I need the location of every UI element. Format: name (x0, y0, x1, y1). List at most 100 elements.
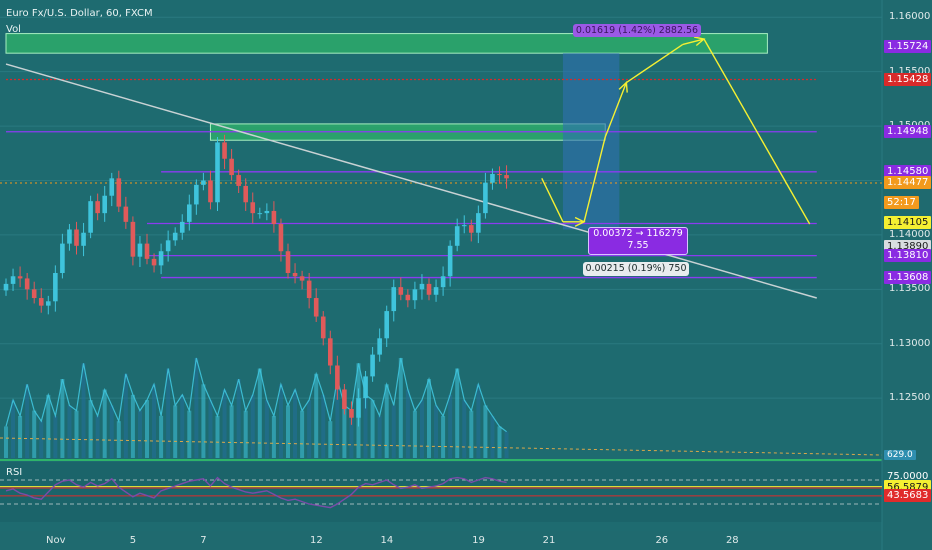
candle-body (236, 175, 241, 186)
price-tick-label: 1.15500 (889, 65, 931, 77)
candle-body (3, 283, 9, 291)
price-axis-tag: 1.14477 (884, 176, 932, 189)
volume-indicator-label[interactable]: Vol (6, 24, 21, 35)
projection-leg (626, 43, 684, 84)
volume-bar (469, 410, 474, 458)
volume-bar (278, 384, 283, 458)
volume-bar (497, 426, 502, 458)
volume-bar (194, 358, 199, 458)
candle-body (158, 251, 164, 266)
candle-body (292, 273, 298, 277)
volume-bar (363, 394, 368, 458)
volume-bar (271, 415, 276, 458)
projection-leg (604, 82, 628, 138)
volume-axis-tag: 629.0 (884, 450, 916, 460)
candle-body (130, 221, 136, 257)
candle-body (243, 185, 248, 203)
time-tick-label: 28 (725, 535, 739, 546)
volume-bar (427, 379, 431, 458)
price-axis-tag: 1.13810 (884, 248, 932, 262)
volume-bar (405, 389, 410, 458)
candle-body (172, 232, 178, 241)
volume-bar (307, 400, 312, 458)
measure-label-low[interactable]: 0.00215 (0.19%) 750 (583, 262, 689, 276)
volume-bar (74, 410, 79, 458)
projection-leg (682, 38, 705, 46)
volume-bar (152, 384, 157, 458)
candle-body (102, 195, 107, 214)
time-axis-band (0, 531, 882, 550)
volume-bar (286, 405, 290, 458)
volume-bar (476, 384, 481, 458)
candle-body (194, 184, 199, 205)
volume-bar (46, 394, 51, 458)
rsi-axis-tag: 43.5683 (884, 488, 932, 502)
candle-body (419, 283, 425, 290)
volume-bar (455, 368, 460, 458)
candle-body (384, 311, 389, 339)
time-tick-label: 7 (200, 535, 207, 546)
price-axis-tag: 52:17 (884, 196, 919, 210)
candle-body (426, 283, 432, 295)
candle-body (313, 298, 319, 317)
price-axis-tag: 1.13608 (884, 270, 932, 284)
candle-body (165, 240, 171, 252)
candle-body (377, 338, 382, 355)
volume-bar (250, 394, 255, 458)
measure-mid-line2: 7.55 (627, 240, 649, 251)
candle-body (123, 206, 129, 222)
candle-body (356, 398, 361, 418)
volume-bar (201, 384, 206, 458)
rsi-indicator-label[interactable]: RSI (6, 467, 23, 478)
volume-bar (109, 405, 114, 458)
candle-body (504, 175, 509, 179)
candle-body (483, 182, 488, 214)
volume-bar (419, 400, 424, 458)
time-tick-label: Nov (46, 535, 66, 546)
volume-bar (441, 415, 446, 458)
projection-leg (583, 136, 606, 223)
price-tick-label: 1.16000 (889, 11, 931, 23)
volume-bar (321, 394, 326, 458)
volume-bar (18, 415, 23, 458)
candle-body (370, 354, 375, 377)
candle-body (257, 213, 263, 215)
pane-divider (0, 459, 882, 461)
volume-bar (314, 373, 319, 458)
volume-bar (166, 368, 171, 458)
volume-bar (483, 405, 488, 458)
time-tick-label: 19 (472, 535, 485, 546)
candle-body (497, 173, 502, 176)
volume-bar (25, 384, 30, 458)
volume-bar (257, 368, 262, 458)
volume-bar (4, 426, 8, 458)
price-axis-tag: 1.14105 (884, 216, 932, 230)
measure-label-top[interactable]: 0.01619 (1.42%) 2882.56 (573, 24, 701, 37)
price-tick-label: 1.13000 (889, 337, 931, 349)
time-tick-label: 12 (310, 535, 323, 546)
volume-bar (145, 400, 149, 458)
volume-bar (384, 384, 389, 458)
candle-body (391, 287, 397, 312)
candle-body (299, 276, 305, 281)
candle-body (447, 245, 453, 277)
time-tick-label: 21 (542, 535, 556, 546)
measure-label-mid[interactable]: 0.00372 → 116279 7.55 (588, 227, 688, 255)
volume-bar (180, 394, 185, 458)
candle-body (285, 251, 291, 273)
volume-bar (342, 405, 347, 458)
candle-body (440, 276, 446, 288)
candle-body (250, 202, 256, 214)
candle-body (320, 316, 326, 339)
candle-body (53, 273, 58, 302)
candle-body (363, 376, 368, 399)
candle-body (264, 210, 270, 214)
volume-bar (391, 405, 396, 458)
volume-bar (208, 400, 213, 458)
volume-bar (398, 358, 403, 458)
rsi-line (5, 476, 507, 509)
candle-body (306, 280, 312, 299)
time-tick-label: 14 (380, 535, 394, 546)
